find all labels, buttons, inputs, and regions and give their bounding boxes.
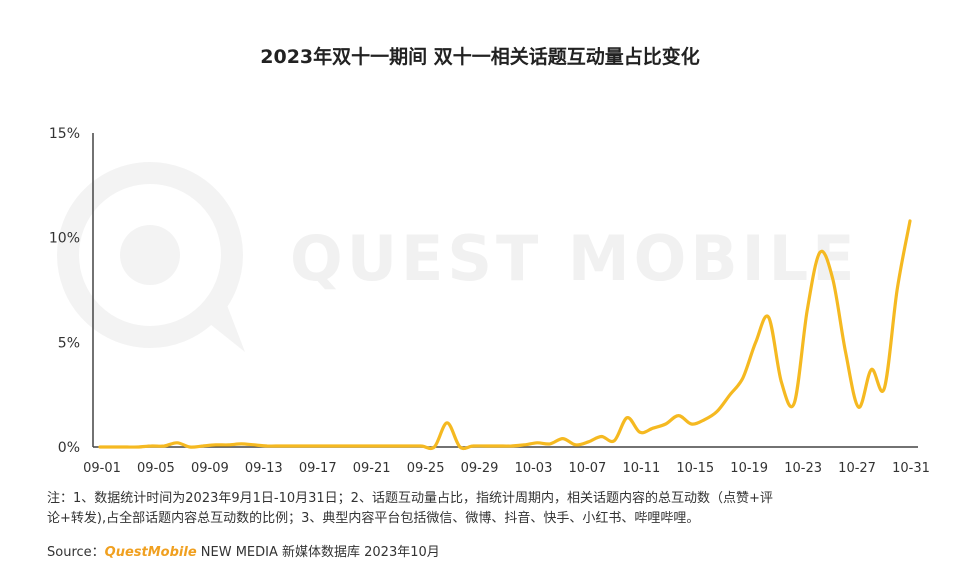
- y-tick-label: 0%: [58, 440, 80, 456]
- x-tick-label: 09-13: [245, 461, 283, 476]
- x-tick-label: 09-25: [407, 461, 445, 476]
- x-tick-label: 10-31: [892, 461, 930, 476]
- footnote-line-1: 注：1、数据统计时间为2023年9月1日-10月31日；2、话题互动量占比，指统…: [47, 491, 773, 506]
- x-axis-ticks: 09-01 09-05 09-09 09-13 09-17 09-21 09-25 09-29…: [83, 461, 930, 476]
- series-line: [98, 219, 912, 451]
- x-tick-label: 09-29: [461, 461, 499, 476]
- source-text: NEW MEDIA 新媒体数据库 2023年10月: [196, 545, 440, 560]
- x-tick-label: 09-17: [299, 461, 337, 476]
- x-tick-label: 10-27: [838, 461, 876, 476]
- y-axis-ticks: 15% 10% 5% 0%: [49, 126, 80, 456]
- y-tick-label: 10%: [49, 231, 80, 247]
- footnote-line-2: 论+转发),占全部话题内容总互动数的比例；3、典型内容平台包括微信、微博、抖音、…: [47, 511, 700, 526]
- source-brand: QuestMobile: [104, 545, 197, 560]
- y-tick-label: 15%: [49, 126, 80, 142]
- x-tick-label: 10-23: [784, 461, 822, 476]
- source-line: Source：QuestMobile NEW MEDIA 新媒体数据库 2023…: [47, 541, 440, 560]
- source-label: Source：: [47, 545, 105, 560]
- x-tick-label: 10-11: [622, 461, 660, 476]
- x-tick-label: 10-03: [515, 461, 553, 476]
- y-tick-label: 5%: [58, 335, 80, 351]
- x-tick-label: 10-19: [730, 461, 768, 476]
- x-tick-label: 09-09: [191, 461, 229, 476]
- x-tick-label: 09-05: [137, 461, 175, 476]
- chart-title: 2023年双十一期间 双十一相关话题互动量占比变化: [260, 46, 700, 68]
- x-tick-label: 09-21: [353, 461, 391, 476]
- watermark-text: QUEST MOBILE: [290, 222, 859, 295]
- x-tick-label: 10-15: [676, 461, 714, 476]
- x-tick-label: 10-07: [569, 461, 607, 476]
- x-tick-label: 09-01: [83, 461, 121, 476]
